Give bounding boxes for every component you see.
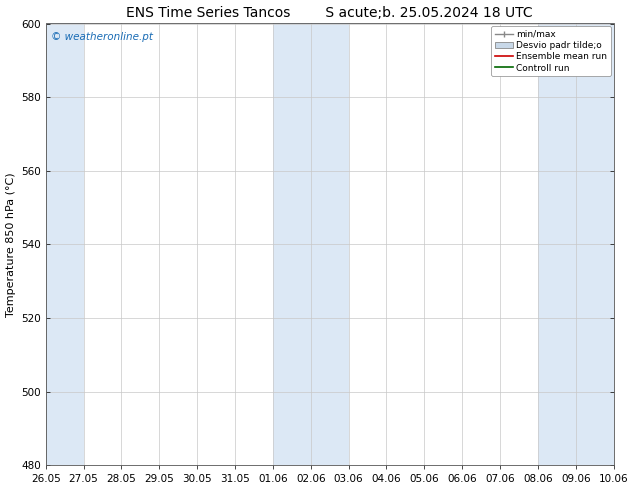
Y-axis label: Temperature 850 hPa (°C): Temperature 850 hPa (°C) <box>6 172 16 317</box>
Bar <box>538 24 614 465</box>
Bar <box>273 24 349 465</box>
Text: © weatheronline.pt: © weatheronline.pt <box>51 32 153 42</box>
Legend: min/max, Desvio padr tilde;o, Ensemble mean run, Controll run: min/max, Desvio padr tilde;o, Ensemble m… <box>491 26 611 76</box>
Bar <box>46 24 84 465</box>
Title: ENS Time Series Tancos        S acute;b. 25.05.2024 18 UTC: ENS Time Series Tancos S acute;b. 25.05.… <box>126 5 533 20</box>
